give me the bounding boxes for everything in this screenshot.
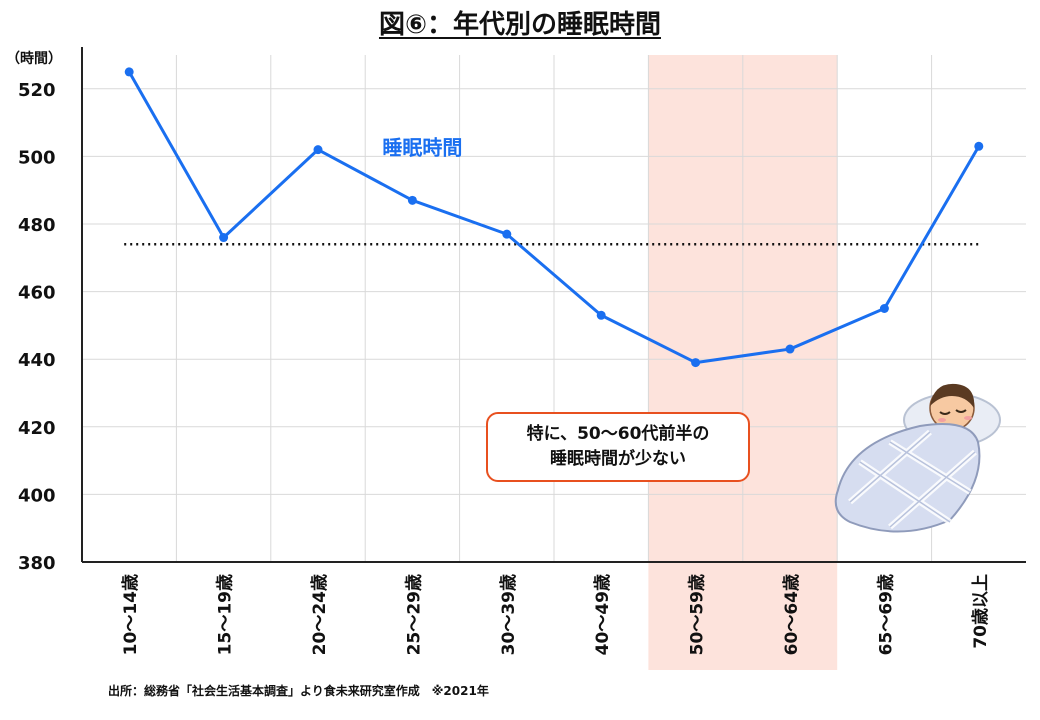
x-tick-label: 40～49歳 [592,574,613,655]
x-tick-label: 70歳以上 [970,574,991,649]
y-tick-label: 420 [18,418,56,439]
data-point [407,195,417,205]
data-point [596,310,606,320]
y-tick-label: 460 [18,283,56,304]
source-note: 出所：総務省「社会生活基本調査」より食未来研究室作成 ※2021年 [108,684,489,698]
data-point [974,141,984,151]
data-point [313,145,323,155]
x-tick-label: 20～24歳 [309,574,330,655]
sleeping-person-icon [834,383,1001,533]
x-tick-label: 65～69歳 [875,574,896,655]
y-axis-unit-label: （時間） [6,51,62,67]
data-point [124,67,134,77]
series-label: 睡眠時間 [382,136,462,160]
y-tick-label: 440 [18,350,56,371]
y-tick-label: 500 [18,147,56,168]
series-line [127,71,981,365]
data-point [691,358,701,368]
data-point [219,233,229,243]
x-tick-label: 15～19歳 [215,574,236,655]
x-tick-label: 10～14歳 [120,574,141,655]
x-tick-label: 25～29歳 [403,574,424,655]
y-tick-label: 400 [18,485,56,506]
chart-title: 図⑥：年代別の睡眠時間 [0,4,1040,41]
data-point [502,229,512,239]
y-tick-label: 480 [18,215,56,236]
y-tick-label: 520 [18,80,56,101]
chart-title-text: 図⑥：年代別の睡眠時間 [378,10,661,40]
x-tick-label: 30～39歳 [498,574,519,655]
x-tick-label: 60～64歳 [781,574,802,655]
callout-line-2: 睡眠時間が少ない [550,449,686,469]
data-point [879,304,889,313]
x-tick-label: 50～59歳 [687,574,708,655]
annotation-callout: 特に、50～60代前半の 睡眠時間が少ない [486,412,750,482]
data-point [785,344,795,354]
callout-line-1: 特に、50～60代前半の [526,424,710,445]
y-tick-label: 380 [18,553,56,574]
